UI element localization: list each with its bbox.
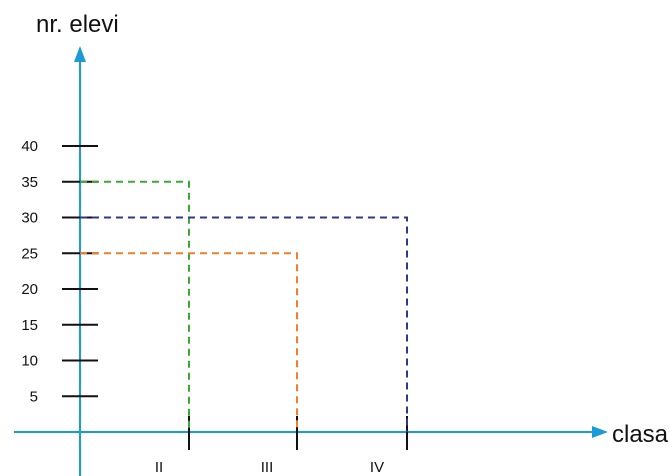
y-tick-label: 25 xyxy=(21,245,38,262)
y-tick-label: 20 xyxy=(21,281,38,298)
x-tick-label: III xyxy=(261,459,274,476)
series-line-IV xyxy=(80,216,408,432)
y-tick-label: 40 xyxy=(21,138,38,155)
y-axis-arrow xyxy=(74,46,86,62)
y-tick-label: 30 xyxy=(21,210,38,227)
y-tick-label: 5 xyxy=(30,388,38,405)
series-line-II xyxy=(80,180,190,432)
series-line-III xyxy=(80,252,298,432)
x-tick-label: IV xyxy=(370,459,384,476)
y-tick-label: 35 xyxy=(21,174,38,191)
x-tick-label: II xyxy=(155,459,163,476)
series-lines xyxy=(80,180,408,432)
y-axis-title: nr. elevi xyxy=(36,11,119,38)
y-tick-label: 10 xyxy=(21,353,38,370)
x-ticks: II III IV xyxy=(155,416,408,476)
y-ticks: 5 10 15 20 25 30 35 40 xyxy=(21,138,98,405)
y-tick-label: 15 xyxy=(21,317,38,334)
x-axis-title: clasa xyxy=(612,421,669,448)
axes xyxy=(14,46,608,476)
x-axis-arrow xyxy=(592,426,608,438)
